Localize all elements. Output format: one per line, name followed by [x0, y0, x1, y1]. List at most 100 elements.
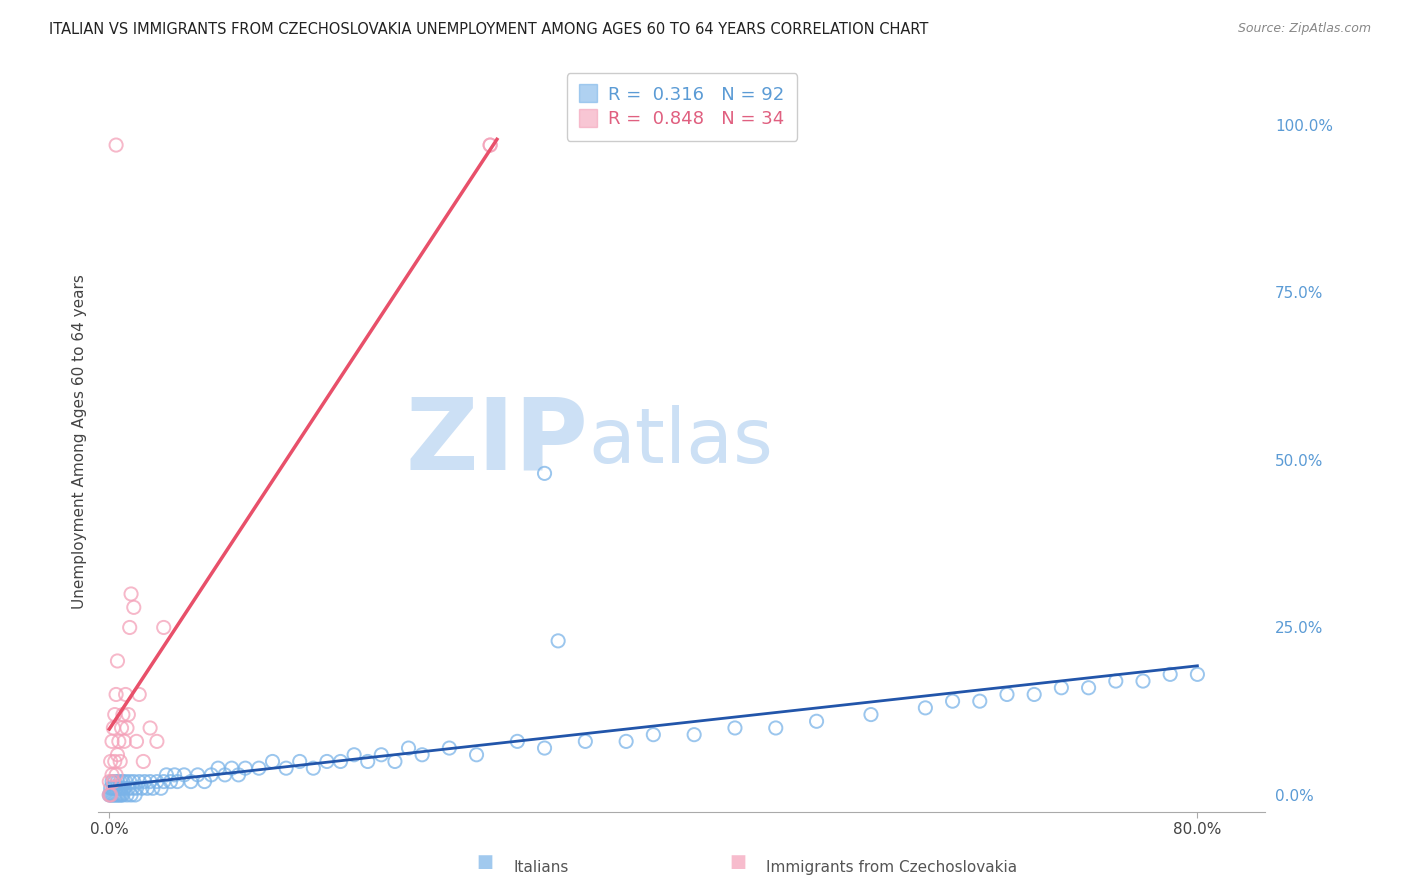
Point: [103, 788, 125, 802]
Point: [765, 721, 787, 735]
Point: [100, 788, 122, 802]
Point: [115, 788, 138, 802]
Point: [173, 768, 195, 782]
Point: [643, 728, 665, 742]
Point: [806, 714, 828, 729]
Point: [155, 768, 177, 782]
Point: [104, 755, 127, 769]
Point: [1077, 681, 1099, 695]
Point: [117, 707, 139, 722]
Point: [101, 788, 124, 802]
Point: [370, 747, 392, 762]
Point: [120, 587, 142, 601]
Text: ■: ■: [477, 853, 494, 871]
Point: [384, 755, 406, 769]
Point: [163, 768, 186, 782]
Point: [98, 788, 121, 802]
Text: Source: ZipAtlas.com: Source: ZipAtlas.com: [1237, 22, 1371, 36]
Point: [139, 721, 162, 735]
Point: [108, 781, 131, 796]
Point: [166, 774, 188, 789]
Point: [914, 701, 936, 715]
Point: [683, 728, 706, 742]
Point: [262, 755, 284, 769]
Point: [614, 734, 637, 748]
Point: [152, 620, 174, 634]
Point: [101, 734, 124, 748]
Point: [439, 741, 461, 756]
Point: [108, 774, 131, 789]
Point: [274, 761, 297, 775]
Point: [98, 788, 121, 802]
Point: [110, 781, 132, 796]
Point: [108, 788, 131, 802]
Point: [121, 781, 143, 796]
Point: [159, 774, 181, 789]
Point: [105, 138, 128, 153]
Point: [108, 734, 131, 748]
Point: [110, 788, 132, 802]
Point: [107, 788, 129, 802]
Point: [221, 761, 243, 775]
Point: [547, 633, 569, 648]
Point: [107, 774, 129, 789]
Point: [98, 774, 121, 789]
Text: atlas: atlas: [589, 405, 773, 478]
Point: [207, 761, 229, 775]
Point: [506, 734, 529, 748]
Point: [117, 781, 139, 796]
Text: ZIP: ZIP: [406, 393, 589, 490]
Point: [193, 774, 215, 789]
Point: [146, 734, 169, 748]
Point: [1105, 674, 1128, 689]
Point: [479, 138, 502, 153]
Point: [969, 694, 991, 708]
Text: ITALIAN VS IMMIGRANTS FROM CZECHOSLOVAKIA UNEMPLOYMENT AMONG AGES 60 TO 64 YEARS: ITALIAN VS IMMIGRANTS FROM CZECHOSLOVAKI…: [49, 22, 928, 37]
Point: [100, 755, 122, 769]
Point: [122, 774, 145, 789]
Point: [110, 721, 132, 735]
Point: [125, 734, 148, 748]
Point: [122, 600, 145, 615]
Point: [111, 707, 134, 722]
Point: [139, 774, 162, 789]
Point: [124, 788, 146, 802]
Point: [859, 707, 882, 722]
Point: [136, 781, 159, 796]
Point: [357, 755, 380, 769]
Text: Italians: Italians: [513, 860, 568, 874]
Point: [118, 774, 141, 789]
Point: [187, 768, 209, 782]
Point: [115, 721, 138, 735]
Point: [112, 781, 135, 796]
Point: [105, 768, 128, 782]
Point: [228, 768, 250, 782]
Point: [125, 781, 148, 796]
Point: [343, 747, 366, 762]
Point: [724, 721, 747, 735]
Point: [100, 781, 122, 796]
Point: [105, 688, 128, 702]
Point: [131, 781, 153, 796]
Point: [104, 788, 127, 802]
Point: [114, 774, 136, 789]
Point: [233, 761, 256, 775]
Point: [128, 688, 150, 702]
Y-axis label: Unemployment Among Ages 60 to 64 years: Unemployment Among Ages 60 to 64 years: [72, 274, 87, 609]
Point: [1159, 667, 1181, 681]
Point: [101, 774, 124, 789]
Point: [142, 781, 165, 796]
Point: [111, 774, 134, 789]
Point: [114, 688, 136, 702]
Point: [103, 781, 125, 796]
Point: [1187, 667, 1209, 681]
Point: [112, 734, 135, 748]
Point: [479, 138, 502, 153]
Point: [100, 788, 122, 802]
Point: [214, 768, 236, 782]
Legend: R =  0.316   N = 92, R =  0.848   N = 34: R = 0.316 N = 92, R = 0.848 N = 34: [567, 73, 797, 141]
Point: [411, 747, 433, 762]
Point: [942, 694, 965, 708]
Point: [200, 768, 222, 782]
Text: Immigrants from Czechoslovakia: Immigrants from Czechoslovakia: [766, 860, 1018, 874]
